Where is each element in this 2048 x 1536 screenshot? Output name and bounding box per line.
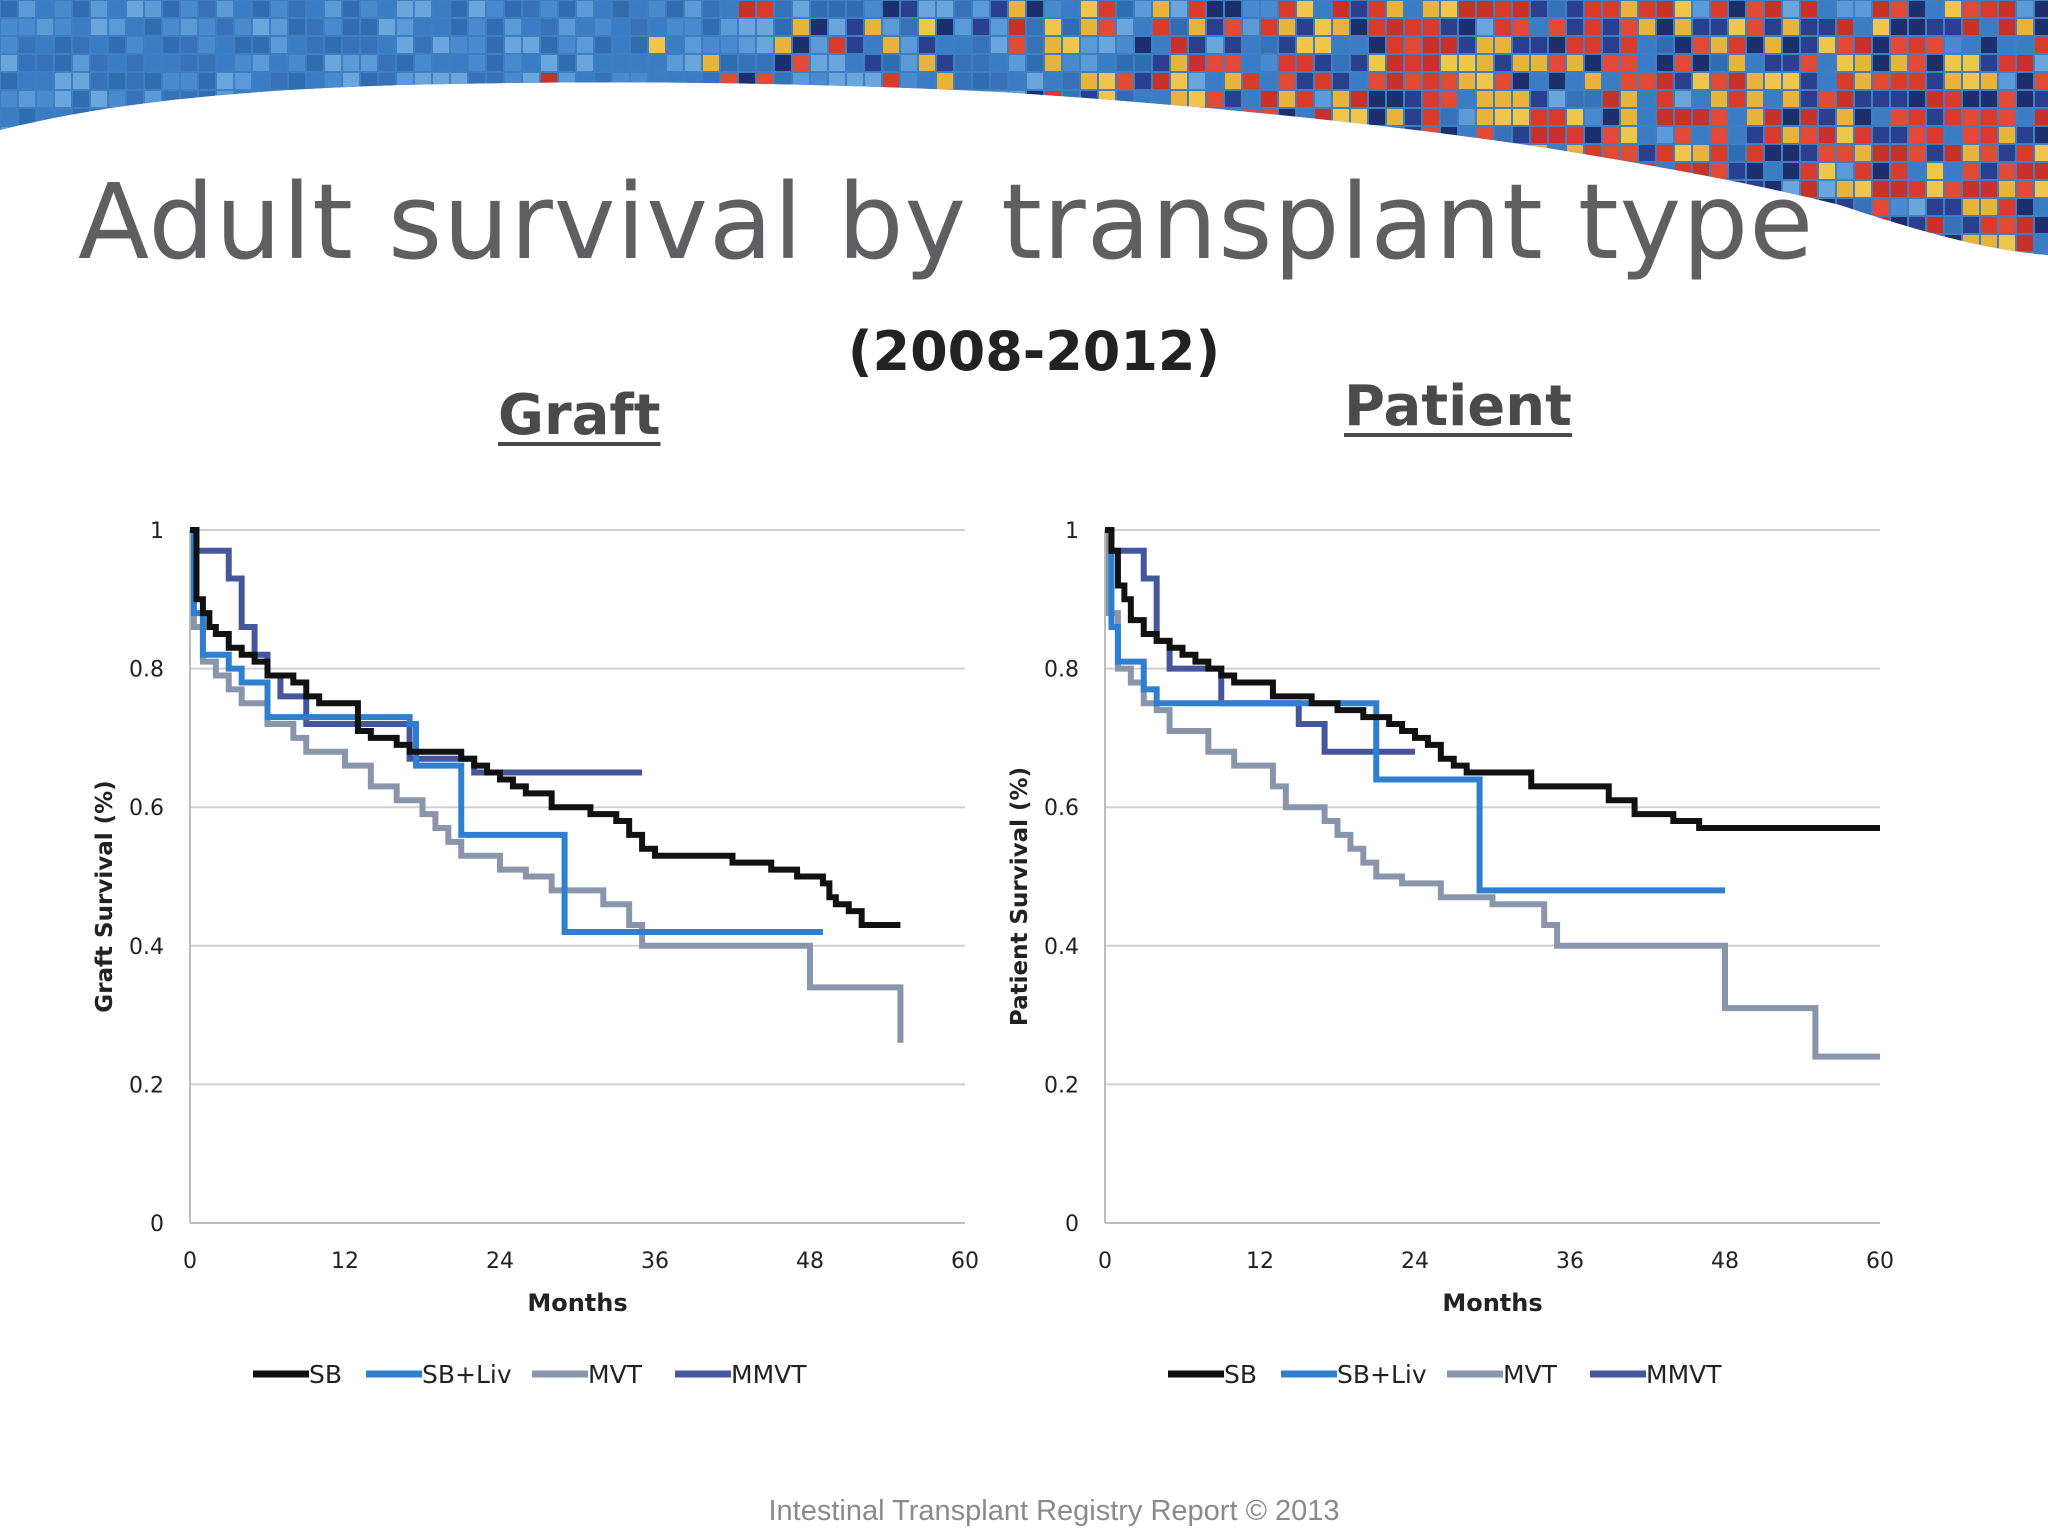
y-tick-label: 0.4	[129, 935, 164, 960]
y-tick-label: 0.8	[1044, 658, 1079, 683]
y-tick-label: 0.4	[1044, 935, 1079, 960]
y-tick-label: 0.2	[1044, 1073, 1079, 1098]
legend-label-sb: SB	[309, 1360, 342, 1389]
series-line-mmvt	[1105, 527, 1415, 755]
legend-label-sb-liv: SB+Liv	[422, 1360, 512, 1389]
graft-chart-heading: Graft	[498, 383, 661, 448]
slide-subtitle: (2008-2012)	[847, 320, 1221, 383]
legend-label-mvt: MVT	[1503, 1360, 1558, 1389]
x-tick-label: 0	[1098, 1249, 1112, 1274]
x-tick-label: 36	[1556, 1249, 1584, 1274]
x-tick-label: 24	[486, 1249, 514, 1274]
series-line-mvt	[1105, 527, 1880, 1060]
x-axis-title: Months	[527, 1289, 627, 1317]
y-tick-label: 0	[150, 1212, 164, 1237]
x-tick-label: 60	[1866, 1249, 1894, 1274]
x-tick-label: 48	[796, 1249, 824, 1274]
y-tick-label: 0.6	[1044, 796, 1079, 821]
series-line-sb	[190, 527, 901, 929]
y-tick-label: 0	[1065, 1212, 1079, 1237]
patient-chart-heading: Patient	[1344, 374, 1572, 439]
source-footer: Intestinal Transplant Registry Report © …	[768, 1495, 1340, 1527]
y-tick-label: 0.8	[129, 658, 164, 683]
series-line-mvt	[190, 527, 904, 1043]
y-tick-label: 1	[150, 519, 164, 544]
y-tick-label: 1	[1065, 519, 1079, 544]
series-line-mmvt	[190, 527, 643, 776]
y-axis-title: Graft Survival (%)	[92, 780, 118, 1012]
series-line-sb	[1105, 527, 1880, 831]
legend-label-mmvt: MMVT	[731, 1360, 807, 1389]
x-tick-label: 0	[183, 1249, 197, 1274]
legend-label-sb-liv: SB+Liv	[1337, 1360, 1427, 1389]
legend-label-mvt: MVT	[588, 1360, 643, 1389]
y-axis-title: Patient Survival (%)	[1007, 767, 1033, 1026]
legend-label-sb: SB	[1224, 1360, 1257, 1389]
x-tick-label: 60	[951, 1249, 979, 1274]
mosaic-banner	[0, 0, 2048, 255]
x-axis-title: Months	[1442, 1289, 1542, 1317]
legend-label-mmvt: MMVT	[1646, 1360, 1722, 1389]
y-tick-label: 0.2	[129, 1073, 164, 1098]
x-tick-label: 36	[641, 1249, 669, 1274]
y-tick-label: 0.6	[129, 796, 164, 821]
series-line-sb-liv	[190, 527, 823, 935]
slide-title: Adult survival by transplant type	[78, 161, 1815, 283]
x-tick-label: 48	[1711, 1249, 1739, 1274]
series-line-sb-liv	[1105, 527, 1725, 894]
x-tick-label: 24	[1401, 1249, 1429, 1274]
x-tick-label: 12	[1246, 1249, 1274, 1274]
x-tick-label: 12	[331, 1249, 359, 1274]
